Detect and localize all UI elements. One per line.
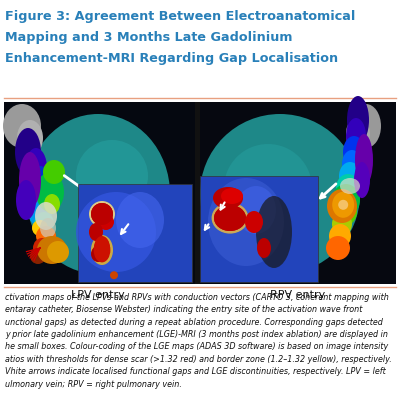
Ellipse shape xyxy=(347,96,369,144)
Text: Enhancement-MRI Regarding Gap Localisation: Enhancement-MRI Regarding Gap Localisati… xyxy=(5,52,338,65)
Ellipse shape xyxy=(332,192,354,218)
Text: ctivation maps of the LPVs and RPVs with conduction vectors (CARTO 3, coherent m: ctivation maps of the LPVs and RPVs with… xyxy=(5,293,389,302)
Ellipse shape xyxy=(27,184,49,216)
Ellipse shape xyxy=(3,104,41,148)
Ellipse shape xyxy=(89,223,103,241)
Ellipse shape xyxy=(245,211,263,233)
Bar xyxy=(78,184,192,282)
Ellipse shape xyxy=(28,166,52,202)
Ellipse shape xyxy=(89,201,115,227)
Ellipse shape xyxy=(44,194,60,214)
Ellipse shape xyxy=(354,162,370,198)
Ellipse shape xyxy=(208,178,284,266)
Text: RPV entry: RPV entry xyxy=(270,290,326,300)
Text: LPV entry: LPV entry xyxy=(71,290,125,300)
Text: ulmonary vein; RPV = right pulmonary vein.: ulmonary vein; RPV = right pulmonary vei… xyxy=(5,380,182,389)
Ellipse shape xyxy=(30,248,46,264)
Ellipse shape xyxy=(327,189,357,223)
Ellipse shape xyxy=(91,246,105,262)
Ellipse shape xyxy=(26,114,170,274)
Ellipse shape xyxy=(16,180,36,220)
Ellipse shape xyxy=(214,205,246,231)
Ellipse shape xyxy=(351,104,381,148)
Ellipse shape xyxy=(213,187,243,209)
Ellipse shape xyxy=(212,202,248,234)
Ellipse shape xyxy=(94,238,110,262)
Ellipse shape xyxy=(34,212,54,236)
Ellipse shape xyxy=(236,186,276,234)
Ellipse shape xyxy=(342,150,362,178)
Text: Figure 3: Agreement Between Electroanatomical: Figure 3: Agreement Between Electroanato… xyxy=(5,10,355,23)
Ellipse shape xyxy=(47,241,69,263)
Text: entaray catheter, Biosense Webster) indicating the entry site of the activation : entaray catheter, Biosense Webster) indi… xyxy=(5,305,362,314)
Text: y prior late gadolinium enhancement (LGE)-MRI (3 months post index ablation) are: y prior late gadolinium enhancement (LGE… xyxy=(5,330,388,339)
Text: unctional gaps) as detected during a repeat ablation procedure. Corresponding ga: unctional gaps) as detected during a rep… xyxy=(5,318,383,326)
Ellipse shape xyxy=(15,128,41,176)
Ellipse shape xyxy=(98,214,114,230)
Ellipse shape xyxy=(91,203,113,225)
Text: he small boxes. Colour-coding of the LGE maps (ADAS 3D software) is based on ima: he small boxes. Colour-coding of the LGE… xyxy=(5,342,388,351)
Bar xyxy=(4,102,396,284)
Ellipse shape xyxy=(332,184,360,216)
Ellipse shape xyxy=(40,218,56,238)
Bar xyxy=(200,176,318,282)
Ellipse shape xyxy=(336,174,360,202)
Ellipse shape xyxy=(346,118,366,154)
Ellipse shape xyxy=(25,148,47,188)
Ellipse shape xyxy=(43,160,65,184)
Ellipse shape xyxy=(332,212,352,236)
Ellipse shape xyxy=(343,136,365,168)
Bar xyxy=(195,102,200,284)
Text: atios with thresholds for dense scar (>1.32 red) and border zone (1.2–1.32 yello: atios with thresholds for dense scar (>1… xyxy=(5,355,392,364)
Ellipse shape xyxy=(32,220,48,236)
Ellipse shape xyxy=(17,120,43,156)
Ellipse shape xyxy=(91,235,113,265)
Ellipse shape xyxy=(346,116,370,152)
Text: Mapping and 3 Months Late Gadolinium: Mapping and 3 Months Late Gadolinium xyxy=(5,31,292,44)
Ellipse shape xyxy=(110,271,118,279)
Ellipse shape xyxy=(256,196,292,268)
Text: Vhite arrows indicate localised functional gaps and LGE discontinuities, respect: Vhite arrows indicate localised function… xyxy=(5,367,386,376)
Ellipse shape xyxy=(219,207,245,227)
Ellipse shape xyxy=(340,178,360,194)
Bar xyxy=(4,102,195,284)
Ellipse shape xyxy=(36,226,56,246)
Ellipse shape xyxy=(257,238,271,258)
Ellipse shape xyxy=(221,188,243,204)
Ellipse shape xyxy=(33,238,51,258)
Ellipse shape xyxy=(200,114,360,274)
Ellipse shape xyxy=(28,198,52,226)
Ellipse shape xyxy=(94,236,110,260)
Ellipse shape xyxy=(214,205,246,231)
Ellipse shape xyxy=(76,140,148,212)
Ellipse shape xyxy=(326,236,350,260)
Ellipse shape xyxy=(37,236,67,264)
Ellipse shape xyxy=(355,134,373,186)
Ellipse shape xyxy=(331,198,357,226)
Bar xyxy=(200,102,396,284)
Ellipse shape xyxy=(91,203,113,225)
Ellipse shape xyxy=(36,172,64,212)
Ellipse shape xyxy=(116,192,164,248)
Ellipse shape xyxy=(35,202,57,230)
Ellipse shape xyxy=(329,224,351,248)
Ellipse shape xyxy=(76,192,156,272)
Ellipse shape xyxy=(338,200,348,210)
Ellipse shape xyxy=(339,162,361,190)
Ellipse shape xyxy=(19,152,41,208)
Ellipse shape xyxy=(224,144,312,232)
